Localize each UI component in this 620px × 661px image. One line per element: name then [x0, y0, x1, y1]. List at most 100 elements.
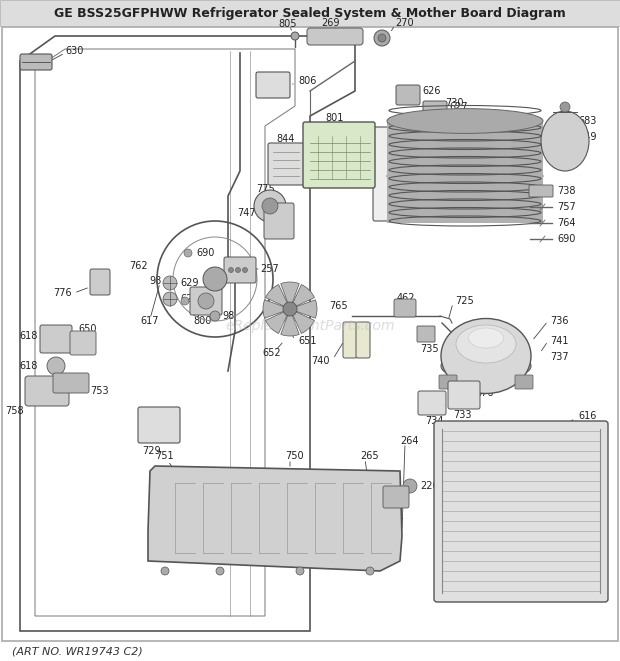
Text: 801: 801 [325, 113, 343, 123]
Wedge shape [290, 300, 317, 318]
Text: 737: 737 [550, 352, 569, 362]
FancyBboxPatch shape [515, 375, 533, 389]
Circle shape [254, 190, 286, 222]
Text: 690: 690 [193, 296, 211, 306]
Text: 264: 264 [400, 436, 419, 446]
Text: 757: 757 [557, 202, 576, 212]
Text: 764: 764 [557, 218, 575, 228]
FancyBboxPatch shape [343, 322, 357, 358]
FancyBboxPatch shape [356, 322, 370, 358]
Ellipse shape [469, 328, 503, 348]
Text: 750: 750 [285, 451, 304, 461]
FancyBboxPatch shape [303, 122, 375, 188]
Text: 765: 765 [329, 301, 348, 311]
Text: 627: 627 [449, 102, 467, 112]
Text: 751: 751 [155, 451, 174, 461]
Circle shape [181, 297, 189, 305]
FancyBboxPatch shape [138, 407, 180, 443]
Text: 753: 753 [90, 386, 108, 396]
FancyBboxPatch shape [40, 325, 72, 353]
Text: 628: 628 [180, 294, 198, 304]
Wedge shape [290, 309, 314, 333]
Text: 269: 269 [321, 18, 339, 28]
Circle shape [184, 249, 192, 257]
Polygon shape [148, 466, 402, 571]
Text: 805: 805 [279, 19, 297, 29]
FancyBboxPatch shape [383, 486, 409, 508]
FancyBboxPatch shape [53, 373, 89, 393]
FancyBboxPatch shape [529, 185, 553, 197]
Circle shape [403, 479, 417, 493]
Text: 652: 652 [262, 348, 281, 358]
Ellipse shape [541, 111, 589, 171]
Bar [387, 119, 543, 223]
Text: 775: 775 [256, 184, 275, 194]
Wedge shape [265, 309, 290, 333]
FancyBboxPatch shape [20, 54, 52, 70]
Circle shape [283, 302, 297, 316]
Text: 776: 776 [53, 288, 72, 298]
Text: 734: 734 [425, 416, 443, 426]
FancyBboxPatch shape [264, 203, 294, 239]
Text: 733: 733 [453, 410, 471, 420]
Text: 618: 618 [20, 331, 38, 341]
Text: 629: 629 [180, 278, 198, 288]
FancyBboxPatch shape [373, 127, 435, 221]
Text: 683: 683 [578, 116, 596, 126]
FancyBboxPatch shape [396, 85, 420, 105]
Text: 690: 690 [196, 248, 215, 258]
Ellipse shape [441, 319, 531, 393]
FancyBboxPatch shape [417, 326, 435, 342]
FancyBboxPatch shape [439, 375, 457, 389]
Text: 270: 270 [395, 18, 414, 28]
Circle shape [163, 292, 177, 306]
Circle shape [229, 268, 234, 272]
Text: 98: 98 [222, 311, 234, 321]
Circle shape [216, 567, 224, 575]
Circle shape [374, 30, 390, 46]
Circle shape [242, 268, 247, 272]
Wedge shape [281, 282, 299, 309]
Text: 844: 844 [276, 134, 294, 144]
Text: 265: 265 [360, 451, 379, 461]
FancyBboxPatch shape [423, 101, 447, 121]
Circle shape [163, 276, 177, 290]
Ellipse shape [456, 325, 516, 363]
Text: 690: 690 [557, 234, 575, 244]
Text: 626: 626 [422, 86, 440, 96]
Circle shape [47, 357, 65, 375]
Text: 747: 747 [237, 208, 256, 218]
Text: 725: 725 [455, 296, 474, 306]
Circle shape [236, 268, 241, 272]
FancyBboxPatch shape [25, 376, 69, 406]
FancyBboxPatch shape [418, 391, 446, 415]
Circle shape [210, 311, 220, 321]
FancyBboxPatch shape [394, 299, 416, 317]
FancyBboxPatch shape [190, 287, 222, 315]
Text: 735: 735 [420, 344, 438, 354]
Text: 729: 729 [142, 446, 161, 456]
Wedge shape [281, 309, 299, 336]
Text: 616: 616 [578, 411, 596, 421]
Text: 617: 617 [140, 316, 159, 326]
Text: 630: 630 [65, 46, 83, 56]
Text: 257: 257 [260, 264, 279, 274]
Circle shape [203, 267, 227, 291]
Wedge shape [263, 300, 290, 318]
FancyBboxPatch shape [90, 269, 110, 295]
FancyBboxPatch shape [268, 143, 304, 185]
Text: 800: 800 [193, 316, 211, 326]
Text: 843: 843 [440, 168, 458, 178]
FancyBboxPatch shape [224, 257, 256, 283]
Text: 738: 738 [557, 186, 575, 196]
Text: 806: 806 [298, 76, 316, 86]
Text: 618: 618 [20, 361, 38, 371]
Bar [0, 0, 620, 26]
Circle shape [161, 567, 169, 575]
Circle shape [198, 293, 214, 309]
FancyBboxPatch shape [307, 28, 363, 45]
FancyBboxPatch shape [70, 331, 96, 355]
Text: 749: 749 [578, 132, 596, 142]
Circle shape [296, 567, 304, 575]
Circle shape [291, 32, 299, 40]
